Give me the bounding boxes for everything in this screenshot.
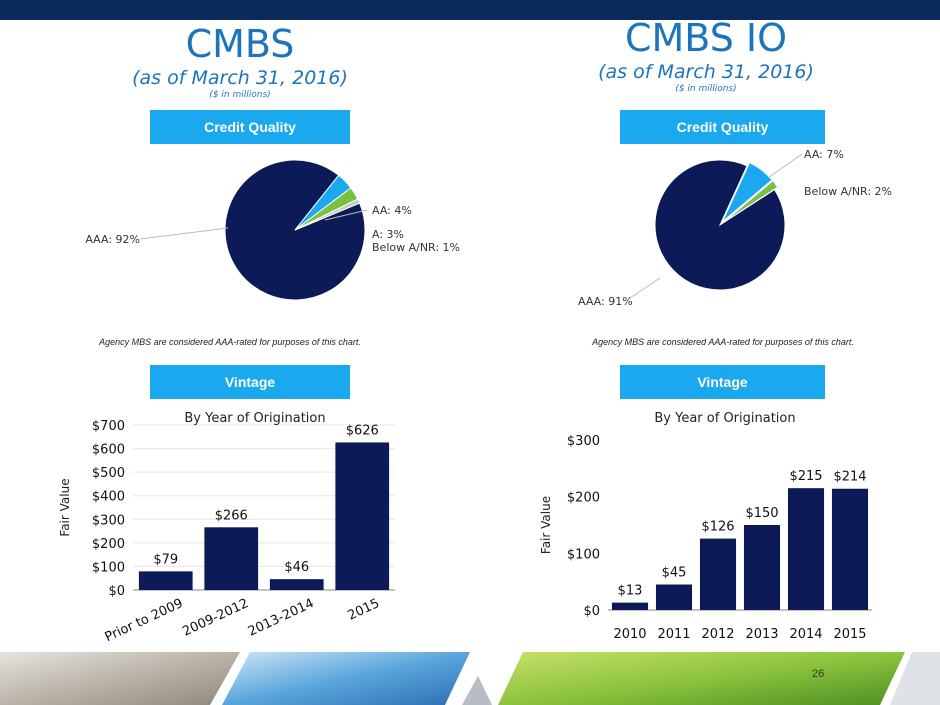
y-tick-label: $400	[92, 490, 125, 505]
footnote-right: Agency MBS are considered AAA-rated for …	[592, 337, 854, 347]
x-category-label: 2010	[613, 627, 646, 642]
x-category-label: 2015	[346, 596, 382, 624]
y-tick-label: $100	[92, 560, 125, 575]
y-tick-label: $300	[92, 513, 125, 528]
left-title-block: CMBS (as of March 31, 2016) ($ in millio…	[90, 22, 390, 100]
bar-value-label: $13	[618, 584, 643, 599]
bar-2013	[743, 525, 781, 610]
x-category-label: 2009-2012	[180, 596, 251, 640]
x-category-label: 2013	[745, 627, 778, 642]
y-axis-title: Fair Value	[58, 478, 72, 536]
units-note-left: ($ in millions)	[209, 90, 271, 100]
y-tick-label: $600	[92, 443, 125, 458]
bar-value-label: $46	[284, 560, 309, 575]
bar-value-label: $215	[789, 469, 822, 484]
bar-value-label: $79	[153, 552, 178, 567]
credit-quality-pie-chart-left: AAA: 92% AA: 4% A: 3%Below A/NR: 1%	[85, 159, 460, 301]
bar-value-label: $126	[701, 520, 734, 535]
top-banner	[0, 0, 940, 20]
leaf-image	[498, 652, 905, 705]
pie-leader-line	[324, 209, 368, 221]
footnote-left: Agency MBS are considered AAA-rated for …	[99, 337, 361, 347]
pie-label-aa: AA: 7%	[804, 148, 844, 161]
bar-value-label: $45	[662, 566, 687, 581]
bar-value-label: $214	[833, 470, 866, 485]
x-category-label: 2011	[657, 627, 690, 642]
x-category-label: 2012	[701, 627, 734, 642]
bar-2009-2012	[204, 527, 259, 590]
pie-label-below-a-nr: Below A/NR: 1%	[372, 241, 460, 254]
bar-2015	[831, 488, 869, 610]
pie-leader-line	[139, 227, 229, 240]
vintage-header-left: Vintage	[150, 365, 350, 399]
vintage-header-right: Vintage	[620, 365, 825, 399]
x-category-label: 2013-2014	[246, 596, 317, 640]
pie-label-a: A: 3%	[372, 228, 404, 241]
y-tick-label: $0	[108, 584, 125, 599]
vintage-bar-chart-right: $0 $100 $200 $300 Fair Value By Year of Origi…	[539, 411, 872, 642]
units-note-right: ($ in millions)	[675, 84, 737, 94]
y-tick-label: $300	[567, 434, 600, 449]
pie-slice-aaa	[654, 159, 786, 291]
page-title-cmbs: CMBS	[185, 22, 295, 66]
as-of-date-left: (as of March 31, 2016)	[132, 67, 348, 89]
gray-corner-shape	[890, 652, 940, 705]
x-category-label: 2015	[833, 627, 866, 642]
chart-title: By Year of Origination	[654, 411, 795, 426]
bar-2014	[787, 488, 825, 610]
credit-quality-header-left: Credit Quality	[150, 110, 350, 144]
y-tick-label: $200	[92, 537, 125, 552]
pie-slice-below-a-nr	[722, 179, 779, 224]
y-tick-label: $200	[567, 491, 600, 506]
x-category-label: Prior to 2009	[103, 596, 186, 645]
bar-value-label: $626	[346, 423, 379, 438]
bar-value-label: $150	[745, 506, 778, 521]
pie-slice-below-a-nr	[294, 198, 361, 231]
y-tick-label: $500	[92, 466, 125, 481]
chart-title: By Year of Origination	[184, 411, 325, 426]
bar-value-label: $266	[215, 508, 248, 523]
pie-label-aa: AA: 4%	[372, 204, 412, 217]
page-title-cmbs-io: CMBS IO	[624, 16, 788, 60]
credit-quality-header-right: Credit Quality	[620, 110, 825, 144]
pie-slice-aa	[721, 162, 773, 223]
pie-leader-line	[629, 277, 661, 299]
y-tick-label: $100	[567, 547, 600, 562]
vintage-bar-chart-left: $0 $100 $200 $300 $400 $500 $600 $700 Fair Value…	[58, 411, 395, 645]
y-tick-label: $700	[92, 419, 125, 434]
pie-label-aaa: AAA: 91%	[578, 295, 633, 308]
bar-2012	[699, 538, 737, 610]
decorative-footer-images	[0, 652, 940, 705]
page-number: 26	[812, 668, 825, 680]
credit-quality-pie-chart-right: AAA: 91% AA: 7% Below A/NR: 2%	[578, 148, 892, 308]
rope-image	[0, 652, 240, 705]
gray-triangle-shape	[462, 676, 492, 705]
y-tick-label: $0	[583, 604, 600, 619]
y-axis-title: Fair Value	[539, 496, 553, 554]
bar-2010	[611, 602, 649, 610]
as-of-date-right: (as of March 31, 2016)	[598, 61, 814, 83]
x-category-label: 2014	[789, 627, 822, 642]
pie-label-aaa: AAA: 92%	[85, 233, 140, 246]
sky-image	[222, 652, 470, 705]
bar-2015	[335, 442, 390, 590]
pie-leader-line	[767, 153, 803, 179]
bar-prior-to-2009	[138, 571, 193, 590]
bar-2011	[655, 584, 693, 610]
bar-2013-2014	[269, 579, 324, 590]
pie-label-below-a-nr: Below A/NR: 2%	[804, 185, 892, 198]
right-title-block: CMBS IO (as of March 31, 2016) ($ in mil…	[556, 16, 856, 94]
